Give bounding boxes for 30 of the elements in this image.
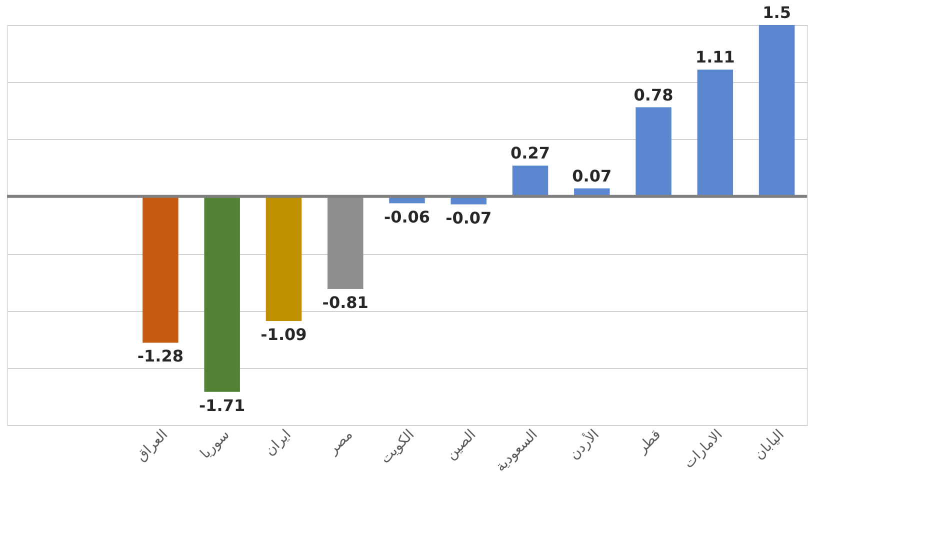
data-label: -0.06 xyxy=(384,207,430,226)
data-label: -1.09 xyxy=(260,325,307,344)
bar xyxy=(512,166,548,196)
x-tick-label: العراق xyxy=(133,426,172,465)
bar xyxy=(758,25,795,196)
data-label: -1.71 xyxy=(199,396,246,415)
x-tick-label: الصين xyxy=(443,426,480,463)
bar xyxy=(327,196,364,289)
x-tick-label: سوريا xyxy=(197,426,233,462)
bar xyxy=(266,196,302,321)
data-label: 1.11 xyxy=(695,48,735,67)
x-tick-label: مصر xyxy=(324,426,356,458)
bar xyxy=(142,196,178,343)
bar xyxy=(636,107,672,196)
data-label: 0.27 xyxy=(510,144,550,163)
data-label: -1.28 xyxy=(137,346,184,366)
bar xyxy=(697,70,734,196)
x-tick-label: الكويت xyxy=(377,426,418,467)
x-tick-label: اليابان xyxy=(751,426,788,463)
x-tick-label: ايران xyxy=(262,426,294,460)
bar xyxy=(204,196,240,392)
x-tick-label: الامارات xyxy=(680,426,726,472)
data-label: 0.78 xyxy=(634,85,674,104)
x-tick-label: السعودية xyxy=(492,426,541,476)
data-label: 0.07 xyxy=(572,166,612,186)
x-tick-label: الأردن xyxy=(564,425,603,463)
data-label: 1.5 xyxy=(762,3,791,22)
x-tick-label: قطر xyxy=(634,426,664,458)
data-label: -0.07 xyxy=(446,208,492,228)
data-label: -0.81 xyxy=(322,293,368,312)
